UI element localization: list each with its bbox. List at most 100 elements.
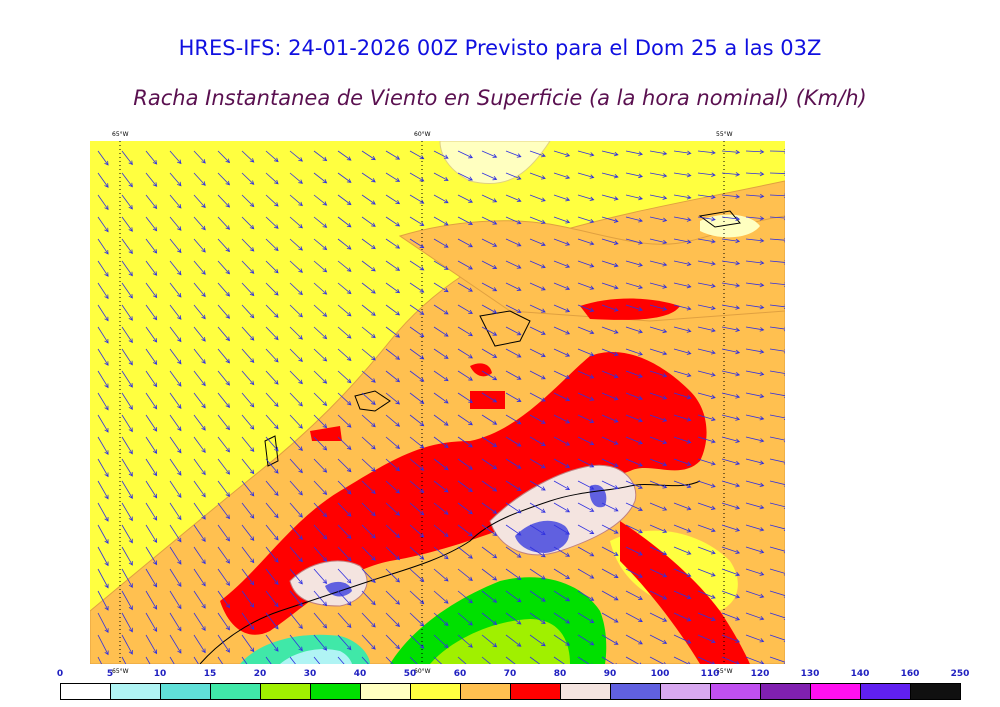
wind-arrow [145, 304, 158, 321]
wind-arrow [649, 194, 668, 200]
legend-value: 250 [950, 669, 970, 679]
wind-arrow [457, 414, 473, 426]
wind-arrow [697, 502, 716, 510]
wind-arrow [241, 458, 255, 475]
wind-arrow [553, 326, 571, 335]
wind-arrow [145, 524, 158, 543]
wind-arrow [97, 524, 109, 544]
wind-arrow [649, 436, 668, 445]
wind-vectors [97, 149, 785, 664]
wind-arrow [289, 458, 303, 474]
wind-arrow [361, 392, 376, 405]
wind-arrow [601, 634, 619, 645]
wind-arrow [409, 194, 425, 204]
wind-arrow [769, 524, 785, 532]
wind-arrow [193, 480, 206, 498]
wind-arrow [457, 656, 467, 664]
wind-arrow [241, 612, 255, 631]
wind-arrow [385, 238, 401, 249]
wind-arrow [505, 282, 522, 291]
wind-arrow [649, 260, 668, 267]
wind-arrow [721, 370, 741, 377]
wind-arrow [433, 326, 449, 337]
wind-arrow [97, 194, 109, 211]
wind-arrow [385, 326, 401, 338]
wind-arrow [601, 546, 619, 556]
wind-arrow [649, 502, 668, 511]
wind-arrow [457, 436, 473, 448]
wind-arrow [121, 568, 133, 588]
legend-color-box [210, 683, 261, 700]
wind-arrow [577, 194, 595, 201]
wind-arrow [409, 348, 425, 360]
wind-arrow [265, 370, 279, 385]
wind-arrow [697, 458, 716, 466]
wind-arrow [337, 304, 352, 317]
wind-arrow [313, 634, 328, 651]
wind-arrow [577, 656, 593, 664]
wind-arrow [145, 216, 158, 232]
wind-arrow [409, 370, 425, 382]
wind-arrow [481, 414, 498, 425]
wind-arrow [745, 171, 765, 177]
wind-arrow [505, 370, 522, 380]
wind-arrow [193, 348, 206, 364]
island-1 [354, 390, 391, 412]
wind-arrow [577, 480, 595, 490]
wind-arrow [265, 304, 279, 318]
wind-arrow [337, 216, 352, 228]
wind-arrow [289, 150, 303, 162]
wind-arrow [481, 656, 492, 664]
wind-arrow [649, 546, 668, 556]
wind-arrow [601, 590, 619, 601]
wind-arrow [145, 260, 158, 276]
wind-arrow [385, 260, 401, 271]
wind-arrow [745, 634, 765, 643]
wind-arrow [361, 590, 376, 606]
legend-value: 70 [503, 669, 517, 679]
wind-arrow [721, 656, 740, 664]
wind-arrow [313, 392, 328, 406]
wind-arrow [625, 150, 643, 156]
wind-arrow [385, 304, 401, 316]
wind-arrow [337, 194, 352, 206]
wind-arrow [193, 282, 206, 298]
wind-arrow [601, 480, 619, 490]
wind-arrow [241, 172, 255, 185]
wind-arrow [625, 634, 643, 645]
wind-arrow [409, 326, 425, 338]
wind-arrow [265, 502, 279, 519]
wind-arrow [145, 502, 158, 521]
wind-arrow [721, 414, 741, 421]
wind-arrow [457, 282, 473, 292]
wind-arrow [241, 590, 255, 608]
wind-arrow [745, 149, 765, 154]
wind-arrow [457, 568, 473, 582]
wind-arrow [505, 326, 522, 336]
legend-color-box [510, 683, 561, 700]
wind-arrow [217, 436, 230, 453]
wind-arrow [409, 568, 425, 583]
wind-arrow [409, 480, 425, 493]
map-title: HRES-IFS: 24-01-2026 00Z Previsto para e… [178, 36, 822, 60]
wind-arrow [409, 414, 425, 427]
wind-arrow [577, 414, 595, 423]
wind-arrow [505, 150, 522, 158]
wind-arrow [169, 172, 182, 187]
wind-arrow [289, 502, 303, 518]
island-2 [479, 310, 531, 347]
wind-arrow [769, 304, 785, 310]
wind-arrow [697, 370, 716, 377]
wind-arrow [673, 348, 692, 355]
wind-arrow [217, 392, 230, 408]
wind-arrow [481, 480, 498, 492]
wind-arrow [529, 326, 546, 335]
wind-arrow [481, 348, 498, 358]
wind-arrow [313, 656, 321, 664]
wind-arrow [241, 194, 255, 208]
wind-arrow [769, 171, 785, 176]
wind-arrow [745, 480, 765, 488]
wind-arrow [505, 436, 522, 447]
wind-arrow [745, 193, 765, 199]
wind-arrow [289, 656, 296, 664]
